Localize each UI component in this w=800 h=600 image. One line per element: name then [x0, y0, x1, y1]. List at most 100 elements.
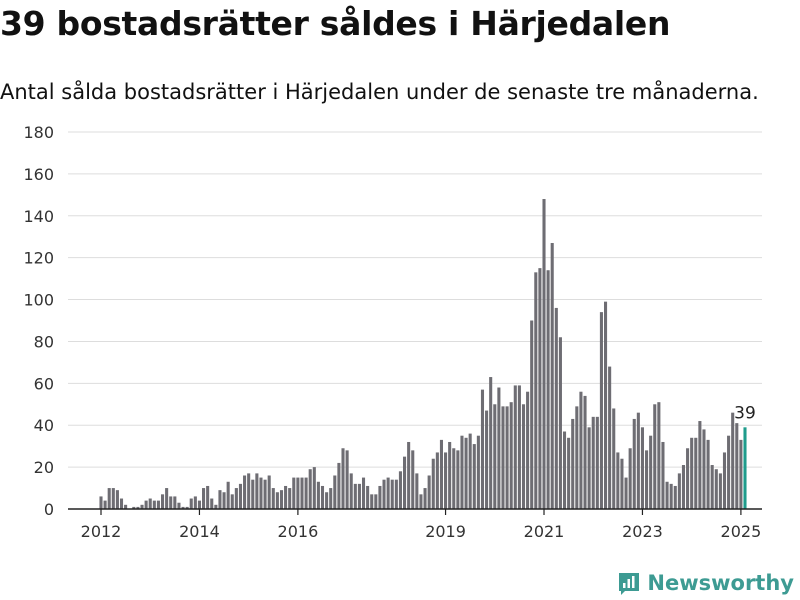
bar	[357, 483, 361, 509]
bar	[497, 387, 501, 509]
bar	[333, 475, 337, 509]
bar	[513, 385, 517, 509]
bar	[132, 506, 136, 509]
bar	[554, 307, 558, 509]
bar	[677, 473, 681, 509]
y-tick-label: 20	[34, 458, 54, 477]
y-tick-label: 120	[23, 249, 54, 268]
bar	[653, 404, 657, 509]
bar	[628, 448, 632, 509]
bar	[448, 441, 452, 509]
gridlines	[68, 131, 762, 468]
y-tick-label: 40	[34, 416, 54, 435]
y-tick-label: 180	[23, 123, 54, 142]
bar	[595, 416, 599, 509]
bar	[452, 448, 456, 509]
bar	[320, 485, 325, 509]
bar	[526, 391, 530, 509]
bar	[394, 479, 398, 509]
bar	[694, 437, 698, 509]
bar	[439, 439, 443, 509]
bar	[255, 473, 259, 509]
bar	[509, 402, 513, 509]
bar	[624, 477, 628, 509]
bar	[222, 492, 226, 509]
bar	[604, 301, 608, 509]
bar	[300, 477, 304, 509]
bar	[731, 412, 735, 509]
bar	[382, 479, 386, 509]
bar	[587, 427, 591, 509]
bar	[485, 410, 489, 509]
bar	[464, 437, 468, 509]
bar	[337, 462, 341, 509]
bar	[403, 456, 407, 509]
bar-highlight	[743, 427, 747, 509]
y-tick-label: 80	[34, 332, 54, 351]
bar	[386, 477, 390, 509]
bar	[165, 488, 169, 509]
y-tick-label: 160	[23, 165, 54, 184]
bar	[267, 475, 271, 509]
bar	[431, 458, 435, 509]
bar	[546, 270, 550, 509]
bar	[308, 469, 312, 509]
bar	[238, 483, 243, 509]
bar	[325, 492, 329, 509]
bar	[706, 439, 710, 509]
bar	[657, 402, 661, 509]
bar	[718, 473, 722, 509]
bar	[616, 452, 620, 509]
bar	[226, 481, 230, 509]
bar	[480, 389, 485, 509]
bar	[247, 473, 251, 509]
bar	[575, 406, 579, 509]
bar	[111, 488, 115, 509]
bar	[316, 481, 320, 509]
bar	[243, 475, 247, 509]
bar	[608, 366, 612, 509]
bar	[562, 431, 567, 509]
bar	[156, 500, 160, 509]
bar	[284, 485, 288, 509]
bar	[148, 498, 152, 509]
bar	[345, 450, 349, 509]
bar	[312, 467, 316, 509]
bar	[489, 377, 493, 509]
bar	[620, 458, 624, 509]
bar	[550, 243, 554, 509]
bar	[640, 427, 644, 509]
bar	[665, 481, 669, 509]
x-tick-label: 2025	[721, 522, 762, 541]
bar	[169, 496, 173, 509]
bar	[735, 423, 739, 509]
x-tick-label: 2012	[81, 522, 122, 541]
bar	[722, 452, 727, 509]
bar	[292, 477, 296, 509]
bar	[275, 492, 279, 509]
x-tick-label: 2021	[524, 522, 565, 541]
bar	[702, 429, 706, 509]
newsworthy-logo-icon	[619, 573, 640, 595]
bar	[558, 337, 562, 509]
x-tick-label: 2023	[622, 522, 663, 541]
bar	[583, 395, 587, 509]
bar	[542, 199, 546, 509]
bar	[210, 498, 214, 509]
bar	[435, 452, 439, 509]
bar	[103, 500, 107, 509]
bar	[636, 412, 640, 509]
bar	[649, 435, 653, 509]
bar	[727, 435, 731, 509]
bar	[251, 479, 255, 509]
bar	[444, 452, 448, 509]
brand-name: Newsworthy	[647, 571, 794, 595]
bar	[160, 494, 165, 509]
bar	[407, 441, 411, 509]
y-tick-label: 0	[44, 500, 54, 519]
bar	[296, 477, 300, 509]
bar	[534, 272, 538, 509]
brand: Newsworthy	[617, 568, 794, 598]
bar	[279, 490, 284, 509]
bar	[571, 418, 575, 509]
